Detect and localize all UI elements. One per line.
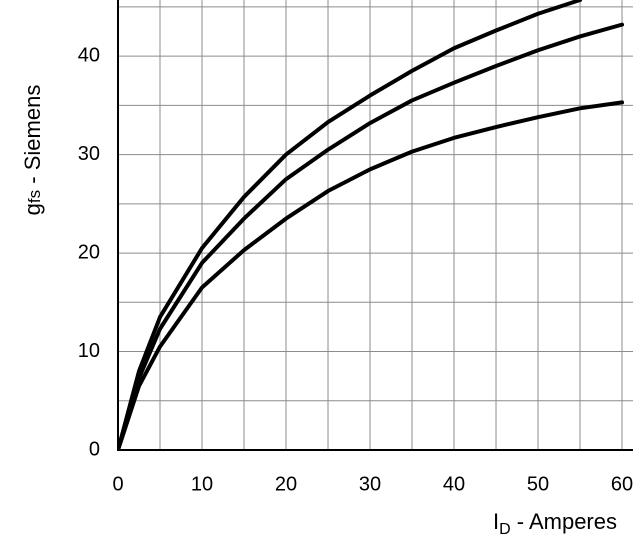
x-tick-label: 60	[611, 473, 633, 495]
x-label-main: I	[493, 509, 499, 534]
curve	[118, 22, 625, 450]
y-tick-label: 0	[89, 438, 100, 460]
y-label-rest: - Siemens	[20, 85, 45, 190]
y-label-main: g	[20, 203, 45, 215]
y-tick-label: 40	[78, 44, 100, 66]
x-label-rest: - Amperes	[511, 509, 617, 534]
y-label-sub: fs	[25, 190, 44, 203]
y-tick-label: 30	[78, 143, 100, 165]
curve	[118, 100, 625, 450]
y-axis-label: gfs - Siemens	[20, 85, 45, 216]
y-tick-label: 10	[78, 340, 100, 362]
x-tick-label: 10	[191, 473, 213, 495]
x-tick-label: 0	[112, 473, 123, 495]
y-tick-label: 20	[78, 241, 100, 263]
x-tick-label: 50	[527, 473, 549, 495]
x-tick-label: 30	[359, 473, 381, 495]
x-label-sub: D	[499, 521, 511, 538]
x-axis-label: ID - Amperes	[493, 509, 617, 538]
x-tick-label: 20	[275, 473, 297, 495]
curve	[118, 0, 583, 450]
x-tick-label: 40	[443, 473, 465, 495]
